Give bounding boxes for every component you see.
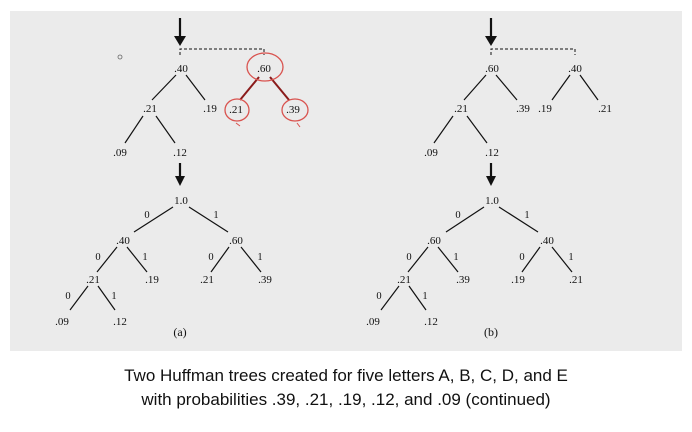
node-label: .19 xyxy=(511,274,525,286)
merged-tree: 1.0 0 1 .40 .60 0 1 0 1 .21 .19 .21 .39 … xyxy=(55,195,272,328)
branch-label: 0 xyxy=(406,252,411,263)
branch-label: 1 xyxy=(213,210,218,221)
forest-tree-1: .60 .21 .39 .09 .12 xyxy=(424,63,530,159)
arrowhead-icon xyxy=(486,176,496,186)
panel-label: (a) xyxy=(173,325,186,339)
node-label: .60 xyxy=(229,235,243,247)
arrowhead-icon xyxy=(175,176,185,186)
node-label: .39 xyxy=(516,103,530,115)
node-label: .39 xyxy=(258,274,272,286)
branch-label: 0 xyxy=(376,291,381,302)
forest-tree-2: .60 .21 .39 xyxy=(224,52,309,128)
node-label: .60 xyxy=(485,63,499,75)
node-label: .60 xyxy=(427,235,441,247)
annotation-tick xyxy=(296,122,301,128)
node-label: .39 xyxy=(286,104,300,116)
caption-line-2: with probabilities .39, .21, .19, .12, a… xyxy=(141,390,551,409)
node-label: .21 xyxy=(229,104,243,116)
branch-label: 0 xyxy=(95,252,100,263)
stray-mark xyxy=(117,54,123,60)
node-label: .19 xyxy=(145,274,159,286)
branch-label: 1 xyxy=(568,252,573,263)
forest-tree-2: .40 .19 .21 xyxy=(538,63,612,115)
node-label: .21 xyxy=(200,274,214,286)
node-label: .12 xyxy=(485,147,499,159)
node-label: .21 xyxy=(598,103,612,115)
huffman-trees-diagram: .40 .21 .19 .09 .12 .60 .21 .39 xyxy=(55,18,612,339)
node-label: .21 xyxy=(86,274,100,286)
caption-line-1: Two Huffman trees created for five lette… xyxy=(124,366,568,385)
forest-tree-1: .40 .21 .19 .09 .12 xyxy=(113,63,217,159)
node-label: .40 xyxy=(174,63,188,75)
node-label: .09 xyxy=(424,147,438,159)
branch-label: 1 xyxy=(111,291,116,302)
annotation-circle xyxy=(224,98,250,122)
branch-label: 1 xyxy=(142,252,147,263)
node-label: 1.0 xyxy=(174,195,188,207)
annotation-tick xyxy=(235,122,241,127)
node-label: .40 xyxy=(568,63,582,75)
figure-panel xyxy=(10,11,682,351)
node-label: .12 xyxy=(424,316,438,328)
node-label: .19 xyxy=(203,103,217,115)
node-label: .09 xyxy=(55,316,69,328)
node-label: .21 xyxy=(569,274,583,286)
branch-label: 1 xyxy=(524,210,529,221)
dashed-connector xyxy=(179,48,265,55)
node-label: .09 xyxy=(366,316,380,328)
annotation-circle xyxy=(246,52,284,82)
branch-label: 0 xyxy=(144,210,149,221)
node-label: .40 xyxy=(540,235,554,247)
node-label: .21 xyxy=(143,103,157,115)
node-label: .12 xyxy=(173,147,187,159)
arrowhead-icon xyxy=(174,36,186,46)
panel-b: .60 .21 .39 .09 .12 .40 .19 .21 1.0 xyxy=(366,18,612,339)
branch-label: 0 xyxy=(519,252,524,263)
node-label: .21 xyxy=(454,103,468,115)
panel-a: .40 .21 .19 .09 .12 .60 .21 .39 xyxy=(55,18,309,339)
branch-label: 0 xyxy=(455,210,460,221)
node-label: .09 xyxy=(113,147,127,159)
node-label: .19 xyxy=(538,103,552,115)
panel-label: (b) xyxy=(484,325,498,339)
annotation-circle xyxy=(281,98,309,122)
node-label: .39 xyxy=(456,274,470,286)
node-label: 1.0 xyxy=(485,195,499,207)
figure-caption: Two Huffman trees created for five lette… xyxy=(0,364,692,412)
branch-label: 1 xyxy=(422,291,427,302)
branch-label: 0 xyxy=(65,291,70,302)
node-label: .60 xyxy=(257,63,271,75)
branch-label: 1 xyxy=(257,252,262,263)
node-label: .12 xyxy=(113,316,127,328)
branch-label: 1 xyxy=(453,252,458,263)
node-label: .40 xyxy=(116,235,130,247)
node-label: .21 xyxy=(397,274,411,286)
arrowhead-icon xyxy=(485,36,497,46)
dashed-connector xyxy=(490,48,576,55)
merged-tree: 1.0 0 1 .60 .40 0 1 0 1 .21 .39 .19 .21 … xyxy=(366,195,583,328)
branch-label: 0 xyxy=(208,252,213,263)
